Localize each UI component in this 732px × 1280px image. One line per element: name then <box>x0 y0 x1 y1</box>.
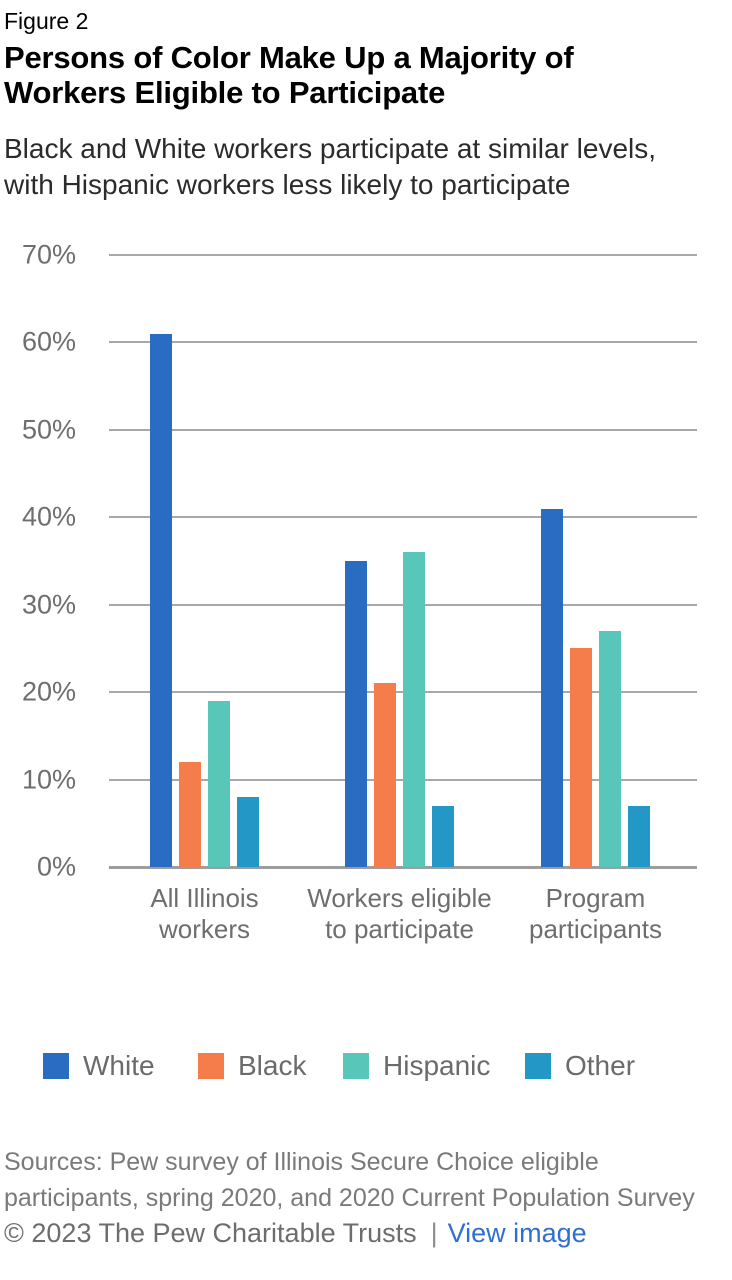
gridline-50 <box>109 428 697 431</box>
legend-item-hispanic: Hispanic <box>343 1050 525 1082</box>
bar-workers-eligible-to-participate-black <box>374 683 396 867</box>
view-image-link[interactable]: View image <box>447 1218 587 1248</box>
y-axis-tick-70: 70% <box>21 239 76 270</box>
bar-workers-eligible-to-participate-white <box>345 561 367 867</box>
bar-group-workers-eligible-to-participate <box>345 255 454 867</box>
y-axis-tick-0: 0% <box>36 851 76 882</box>
figure-footer: © 2023 The Pew Charitable Trusts | View im… <box>4 1218 732 1248</box>
chart-legend: White Black Hispanic Other <box>4 1050 732 1082</box>
bar-group-all-illinois-workers <box>150 255 259 867</box>
legend-label-black: Black <box>238 1050 307 1081</box>
y-axis-tick-20: 20% <box>21 676 76 707</box>
legend-label-white: White <box>83 1050 155 1081</box>
y-axis-tick-30: 30% <box>21 589 76 620</box>
bar-all-illinois-workers-other <box>237 797 259 867</box>
figure-subtitle: Black and White workers participate at s… <box>4 133 657 200</box>
legend-label-hispanic: Hispanic <box>383 1050 491 1081</box>
gridline-0 <box>109 866 697 869</box>
bar-workers-eligible-to-participate-other <box>432 805 454 867</box>
bar-program-participants-hispanic <box>599 630 621 867</box>
y-axis-tick-60: 60% <box>21 326 76 357</box>
x-axis-label-workers-eligible-to-participate: Workers eligible to participate <box>307 883 492 944</box>
y-axis-tick-10: 10% <box>21 764 76 795</box>
legend-swatch-hispanic <box>343 1053 369 1079</box>
gridline-70 <box>109 254 697 256</box>
bar-group-program-participants <box>541 255 650 867</box>
bar-all-illinois-workers-hispanic <box>208 700 230 867</box>
legend-swatch-white <box>43 1053 69 1079</box>
legend-label-other: Other <box>565 1050 636 1081</box>
gridline-60 <box>109 341 697 344</box>
bar-all-illinois-workers-black <box>179 762 201 867</box>
bar-program-participants-black <box>570 648 592 867</box>
legend-item-white: White <box>43 1050 198 1082</box>
grouped-bar-chart: 0% 10% 20% 30% 40% 50% 60% 70% All Illinois work… <box>22 240 697 944</box>
bar-program-participants-other <box>628 805 650 867</box>
bar-all-illinois-workers-white <box>150 333 172 867</box>
legend-item-other: Other <box>525 1050 635 1082</box>
x-axis-label-all-illinois-workers: All Illinois workers <box>150 883 259 944</box>
x-axis-label-program-participants: Program participants <box>529 883 662 944</box>
gridline-40 <box>109 516 697 519</box>
figure-title: Persons of Color Make Up a Majority of W… <box>4 40 574 110</box>
y-axis-tick-50: 50% <box>21 414 76 445</box>
y-axis-tick-40: 40% <box>21 501 76 532</box>
figure-label: Figure 2 <box>4 8 89 34</box>
copyright-text: © 2023 The Pew Charitable Trusts <box>4 1218 417 1248</box>
legend-swatch-black <box>198 1053 224 1079</box>
sources-note: Sources: Pew survey of Illinois Secure C… <box>4 1148 695 1212</box>
legend-swatch-other <box>525 1053 551 1079</box>
footer-separator: | <box>430 1218 438 1248</box>
bar-program-participants-white <box>541 508 563 867</box>
bar-workers-eligible-to-participate-hispanic <box>403 552 425 867</box>
legend-item-black: Black <box>198 1050 343 1082</box>
